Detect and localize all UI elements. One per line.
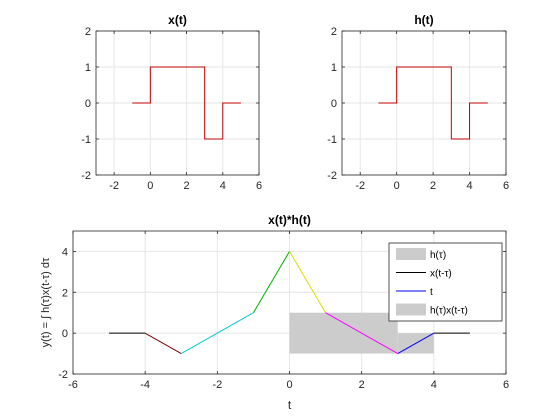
series-line-0 (132, 66, 241, 140)
x-tick-label: 0 (394, 180, 400, 192)
legend-swatch (396, 303, 426, 316)
y-tick-label: 2 (331, 26, 337, 38)
x-tick-label: 2 (359, 379, 365, 391)
x-tick-label: -2 (355, 180, 365, 192)
x-tick-label: 2 (430, 180, 436, 192)
x-tick-label: 0 (286, 379, 292, 391)
chart-1: -2 0 2 4 6 -2 -1 0 1 2 h(t) (327, 13, 509, 192)
x-axis-label: t (288, 398, 292, 412)
y-tick-label: 1 (85, 62, 91, 74)
chart-0: -2 0 2 4 6 -2 -1 0 1 2 x(t) (81, 13, 262, 192)
x-tick-label: -2 (212, 379, 222, 391)
shaded-region-0 (289, 312, 398, 354)
chart-title: h(t) (414, 13, 433, 27)
x-tick-label: 4 (220, 180, 226, 192)
conv-segment-1 (144, 332, 182, 355)
chart-title: x(t) (168, 13, 187, 27)
conv-segment-6 (397, 332, 435, 355)
x-tick-label: 0 (147, 180, 153, 192)
x-tick-label: -4 (140, 379, 150, 391)
x-tick-label: 6 (503, 379, 509, 391)
y-tick-label: -2 (58, 369, 68, 381)
legend: h(τ)x(t-τ)th(τ)x(t-τ) (388, 242, 503, 322)
y-tick-label: 1 (331, 62, 337, 74)
y-tick-label: 0 (331, 98, 337, 110)
legend-label: h(τ)x(t-τ) (430, 306, 468, 317)
x-tick-label: 2 (183, 180, 189, 192)
y-tick-label: -1 (327, 134, 337, 146)
chart-title: x(t)*h(t) (268, 213, 311, 227)
y-tick-label: 0 (85, 98, 91, 110)
chart-2: -6 -4 -2 0 2 4 6 -2 0 2 4 x(t)*h(t) t y(t) = ∫ h(τ)x(… (40, 213, 509, 412)
conv-segment-5 (325, 312, 398, 355)
x-tick-label: -2 (109, 180, 119, 192)
y-tick-label: 2 (62, 287, 68, 299)
y-tick-label: 4 (62, 246, 68, 258)
legend-label: t (430, 287, 433, 298)
legend-label: h(τ) (430, 250, 446, 261)
x-tick-label: 6 (256, 180, 262, 192)
x-tick-label: 4 (466, 180, 472, 192)
y-tick-label: 2 (85, 26, 91, 38)
y-tick-label: -2 (327, 170, 337, 182)
legend-label: x(t-τ) (430, 269, 452, 280)
x-tick-label: 4 (431, 379, 437, 391)
y-tick-label: 0 (62, 328, 68, 340)
y-tick-label: -1 (81, 134, 91, 146)
series-line-0 (378, 66, 488, 140)
y-axis-label: y(t) = ∫ h(τ)x(t-τ) dτ (40, 257, 52, 347)
conv-segment-4 (289, 251, 327, 313)
y-tick-label: -2 (81, 170, 91, 182)
conv-segment-2 (181, 312, 254, 355)
conv-segment-3 (252, 251, 290, 313)
x-tick-label: -6 (68, 379, 78, 391)
legend-swatch (396, 248, 426, 260)
x-tick-label: 6 (503, 180, 509, 192)
